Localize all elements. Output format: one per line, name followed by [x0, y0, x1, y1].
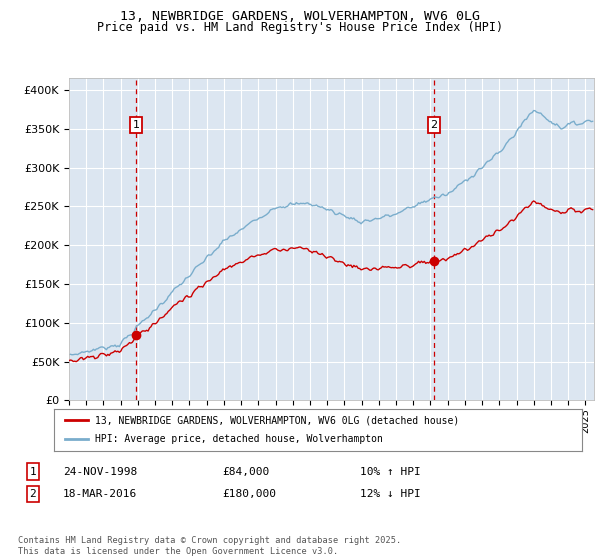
Text: 12% ↓ HPI: 12% ↓ HPI	[360, 489, 421, 499]
Text: 13, NEWBRIDGE GARDENS, WOLVERHAMPTON, WV6 0LG (detached house): 13, NEWBRIDGE GARDENS, WOLVERHAMPTON, WV…	[95, 415, 460, 425]
Text: Contains HM Land Registry data © Crown copyright and database right 2025.
This d: Contains HM Land Registry data © Crown c…	[18, 536, 401, 556]
Text: Price paid vs. HM Land Registry's House Price Index (HPI): Price paid vs. HM Land Registry's House …	[97, 21, 503, 34]
Text: 2: 2	[431, 120, 437, 130]
Text: 1: 1	[29, 466, 37, 477]
Text: 2: 2	[29, 489, 37, 499]
Text: £180,000: £180,000	[222, 489, 276, 499]
Text: £84,000: £84,000	[222, 466, 269, 477]
Text: 13, NEWBRIDGE GARDENS, WOLVERHAMPTON, WV6 0LG: 13, NEWBRIDGE GARDENS, WOLVERHAMPTON, WV…	[120, 10, 480, 23]
Text: 1: 1	[133, 120, 140, 130]
Text: 24-NOV-1998: 24-NOV-1998	[63, 466, 137, 477]
Text: 18-MAR-2016: 18-MAR-2016	[63, 489, 137, 499]
Text: 10% ↑ HPI: 10% ↑ HPI	[360, 466, 421, 477]
Text: HPI: Average price, detached house, Wolverhampton: HPI: Average price, detached house, Wolv…	[95, 435, 383, 445]
